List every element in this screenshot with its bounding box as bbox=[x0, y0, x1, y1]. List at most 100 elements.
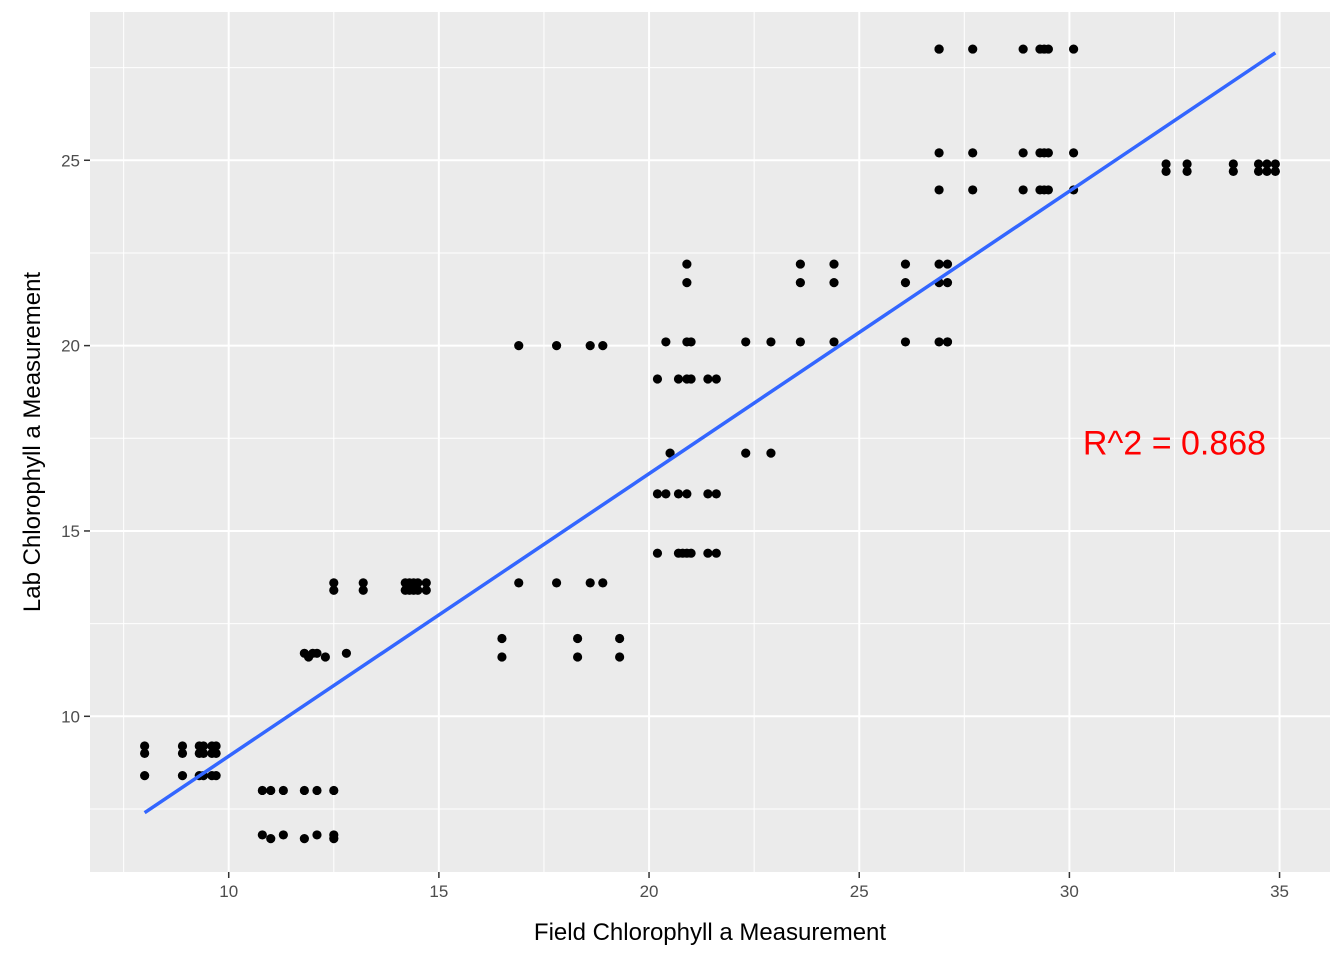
data-point bbox=[1270, 166, 1280, 176]
data-point bbox=[358, 578, 368, 588]
data-point bbox=[551, 578, 562, 588]
y-tick-label: 25 bbox=[61, 151, 80, 170]
data-point bbox=[421, 585, 431, 595]
data-point bbox=[673, 374, 684, 384]
data-point bbox=[211, 748, 221, 758]
data-point bbox=[678, 548, 688, 558]
data-point bbox=[312, 785, 322, 796]
data-point bbox=[829, 337, 839, 347]
x-tick-label: 10 bbox=[219, 882, 238, 901]
data-point bbox=[320, 652, 330, 662]
data-point bbox=[703, 489, 713, 499]
grid-major bbox=[90, 12, 1330, 872]
data-point bbox=[1068, 148, 1079, 158]
r-squared-annotation: R^2 = 0.868 bbox=[1083, 425, 1266, 463]
data-point bbox=[682, 278, 692, 288]
data-point bbox=[652, 374, 663, 384]
data-point bbox=[329, 834, 339, 844]
data-point bbox=[572, 633, 583, 644]
data-point bbox=[177, 748, 188, 758]
data-point bbox=[766, 448, 776, 458]
data-point bbox=[829, 278, 839, 288]
data-point bbox=[1270, 159, 1280, 169]
y-axis-title: Lab Chlorophyll a Measurement bbox=[19, 272, 46, 613]
data-point bbox=[413, 585, 423, 595]
data-point bbox=[1262, 159, 1272, 169]
data-point bbox=[968, 148, 978, 158]
data-point bbox=[942, 337, 953, 347]
data-point bbox=[421, 578, 431, 588]
data-point bbox=[686, 548, 696, 558]
data-point bbox=[1182, 159, 1192, 169]
data-point bbox=[278, 785, 288, 796]
data-point bbox=[968, 185, 978, 195]
data-point bbox=[257, 785, 267, 796]
data-point bbox=[900, 259, 911, 269]
data-point bbox=[198, 748, 209, 758]
data-point bbox=[766, 337, 776, 347]
data-point bbox=[942, 259, 953, 269]
x-tick-label: 30 bbox=[1060, 882, 1079, 901]
data-point bbox=[551, 341, 562, 351]
data-point bbox=[140, 771, 150, 781]
x-tick-label: 35 bbox=[1270, 882, 1289, 901]
data-point bbox=[795, 337, 805, 347]
data-point bbox=[598, 341, 608, 351]
data-point bbox=[741, 337, 751, 347]
data-point bbox=[682, 489, 692, 499]
data-point bbox=[1228, 166, 1238, 176]
regression-line bbox=[143, 51, 1277, 815]
data-point bbox=[329, 785, 339, 796]
data-point bbox=[795, 259, 805, 269]
data-point bbox=[795, 278, 805, 288]
data-point bbox=[497, 652, 507, 662]
data-point bbox=[177, 741, 188, 751]
data-point bbox=[266, 785, 276, 796]
data-point bbox=[329, 578, 339, 588]
y-axis-ticks: 10 15 20 25 bbox=[61, 151, 90, 726]
data-point bbox=[278, 830, 288, 840]
data-point bbox=[329, 585, 339, 595]
data-point bbox=[615, 633, 625, 644]
data-point bbox=[661, 489, 671, 499]
data-point bbox=[711, 548, 721, 558]
data-point bbox=[615, 652, 625, 662]
data-point bbox=[514, 341, 524, 351]
data-point bbox=[585, 341, 595, 351]
y-tick-label: 20 bbox=[61, 337, 80, 356]
grid-minor bbox=[90, 12, 1330, 872]
x-tick-label: 25 bbox=[850, 882, 869, 901]
data-point bbox=[829, 259, 839, 269]
data-point bbox=[1043, 44, 1053, 54]
data-point bbox=[741, 448, 751, 458]
data-point bbox=[968, 44, 978, 54]
x-tick-label: 15 bbox=[429, 882, 448, 901]
data-point bbox=[572, 652, 583, 662]
data-point bbox=[934, 185, 944, 195]
x-axis-title: Field Chlorophyll a Measurement bbox=[534, 919, 886, 946]
data-point bbox=[934, 259, 944, 269]
data-point bbox=[1262, 166, 1272, 176]
data-point bbox=[1161, 166, 1171, 176]
data-point bbox=[934, 44, 944, 54]
data-point bbox=[299, 785, 309, 796]
data-point bbox=[661, 337, 671, 347]
x-tick-label: 20 bbox=[640, 882, 659, 901]
data-point bbox=[682, 259, 692, 269]
data-point bbox=[1253, 166, 1264, 176]
data-point bbox=[682, 337, 692, 347]
data-point bbox=[585, 578, 595, 588]
data-point bbox=[711, 489, 721, 499]
data-point bbox=[140, 748, 150, 758]
data-point bbox=[934, 148, 944, 158]
data-point bbox=[652, 489, 663, 499]
data-point bbox=[211, 771, 221, 781]
data-point bbox=[665, 448, 675, 458]
data-point bbox=[497, 633, 507, 644]
data-point bbox=[312, 648, 322, 658]
data-point bbox=[514, 578, 524, 588]
data-point bbox=[598, 578, 608, 588]
data-point bbox=[341, 648, 352, 658]
data-point bbox=[1161, 159, 1171, 169]
data-point bbox=[703, 548, 713, 558]
